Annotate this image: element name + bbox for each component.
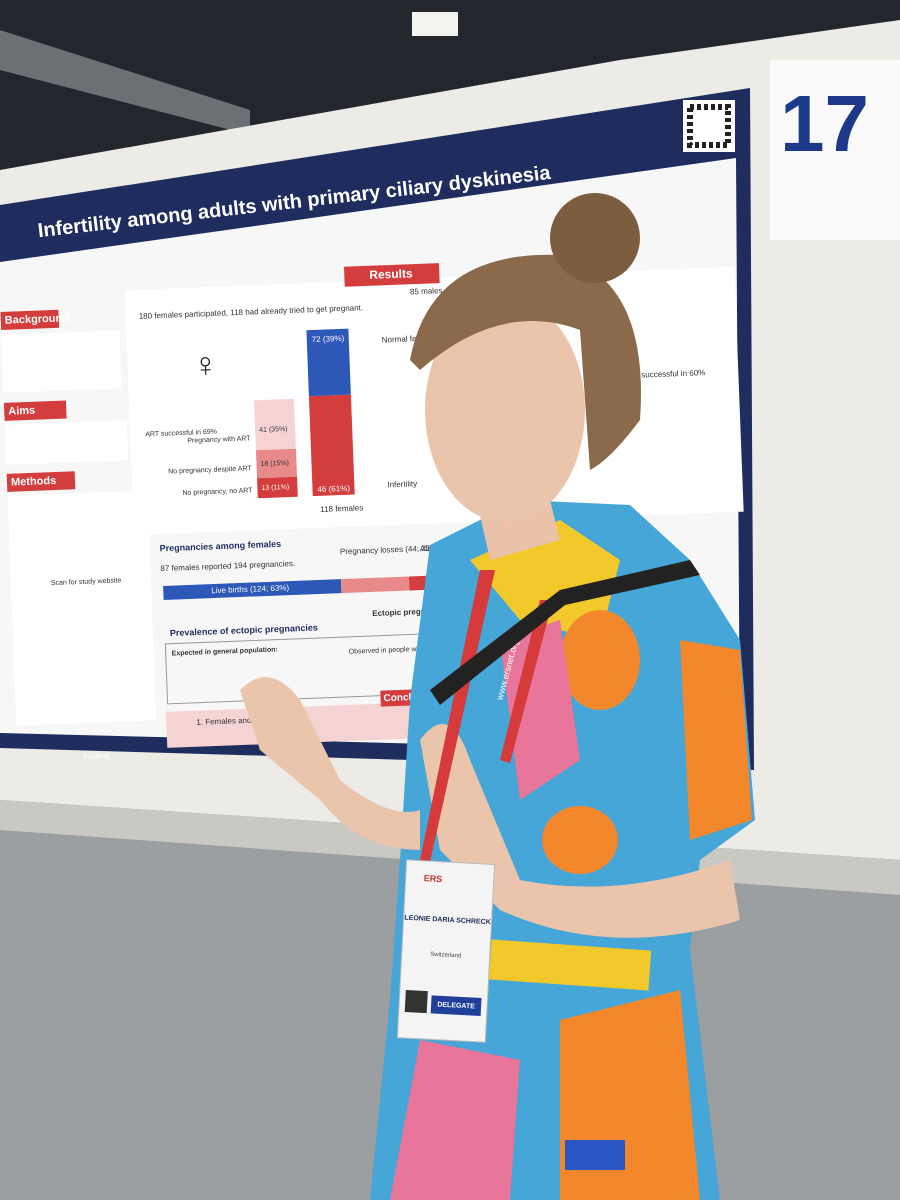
bar-label: 72 (39%)	[312, 334, 345, 344]
live-births-label: Live births (124; 63%)	[211, 583, 289, 595]
subheading: Pregnancies among females	[159, 539, 281, 554]
booth-panel	[770, 60, 900, 240]
bar-label: 46 (61%)	[317, 484, 350, 494]
hair	[410, 254, 641, 470]
observed-text: Observed in people with PCD	[349, 645, 441, 656]
section-header	[0, 309, 60, 330]
legend-entry: Normal fertility	[382, 334, 433, 345]
badge-country: Switzerland	[430, 952, 461, 960]
results-footer: 118 females	[320, 503, 363, 514]
section-header	[343, 263, 440, 287]
female-symbol: ♀	[192, 346, 219, 385]
section-title: Methods	[11, 475, 57, 489]
badge-name: LEONIE DARIA SCHRECK	[404, 915, 491, 927]
ceiling-light	[412, 12, 458, 36]
bar-art	[254, 398, 296, 451]
bar-label: 13 (11%)	[261, 484, 289, 492]
bar-label: 18 (15%)	[260, 460, 289, 468]
badge-org: ERS	[423, 873, 442, 884]
belt	[488, 939, 652, 991]
bar-infertility	[308, 394, 355, 497]
row-label: Pregnancy with ART	[187, 435, 251, 444]
losses-label: Pregnancy losses (44; 22%)	[340, 543, 441, 556]
funding-text: Funding:	[83, 753, 111, 761]
row-label: No pregnancy, no ART	[182, 487, 253, 497]
dress-pattern	[680, 640, 752, 840]
legend-entry: Infertility	[387, 479, 417, 489]
bar-art	[255, 448, 298, 479]
live-births-bar	[163, 579, 342, 600]
right-arm	[420, 724, 740, 938]
scan-text: Scan for study website	[51, 577, 122, 587]
left-hand	[240, 677, 420, 850]
text-block	[7, 490, 157, 726]
qr-pattern	[687, 104, 731, 148]
bar-label: 41 (35%)	[259, 426, 288, 434]
badge-qr	[404, 990, 428, 1014]
section-header	[3, 400, 67, 421]
art-males: ART successful in 60%	[623, 368, 705, 380]
section-title: Conclu	[383, 692, 417, 704]
art-text: ART successful in 69%	[145, 429, 217, 439]
hair-bun	[550, 193, 640, 283]
dress-pattern	[542, 806, 618, 874]
bag-strap	[430, 560, 700, 705]
dress-pattern	[560, 610, 640, 710]
lanyard	[500, 600, 553, 763]
bar-normal	[306, 328, 351, 397]
section-title: Results	[369, 266, 413, 282]
face	[425, 298, 585, 522]
expected-text: Expected in general population:	[172, 646, 278, 657]
males-text: 85 males	[410, 286, 443, 296]
section-title: Aims	[8, 405, 35, 418]
bar-art	[257, 476, 298, 499]
lanyard	[420, 570, 495, 862]
dress-pattern	[565, 1140, 625, 1170]
losses-bar	[340, 576, 410, 594]
dress-pattern	[390, 1040, 520, 1200]
text-block	[1, 330, 122, 393]
booth-number: 17	[780, 79, 869, 168]
ceiling-beam	[0, 30, 250, 135]
section-title: Background	[5, 312, 70, 326]
row-label: No pregnancy despite ART	[168, 465, 252, 475]
section-header	[6, 471, 76, 492]
badge-role-bg	[430, 995, 482, 1016]
badge-role: DELEGATE	[437, 1002, 475, 1011]
text-block	[4, 420, 129, 465]
dress-pattern	[500, 620, 580, 800]
